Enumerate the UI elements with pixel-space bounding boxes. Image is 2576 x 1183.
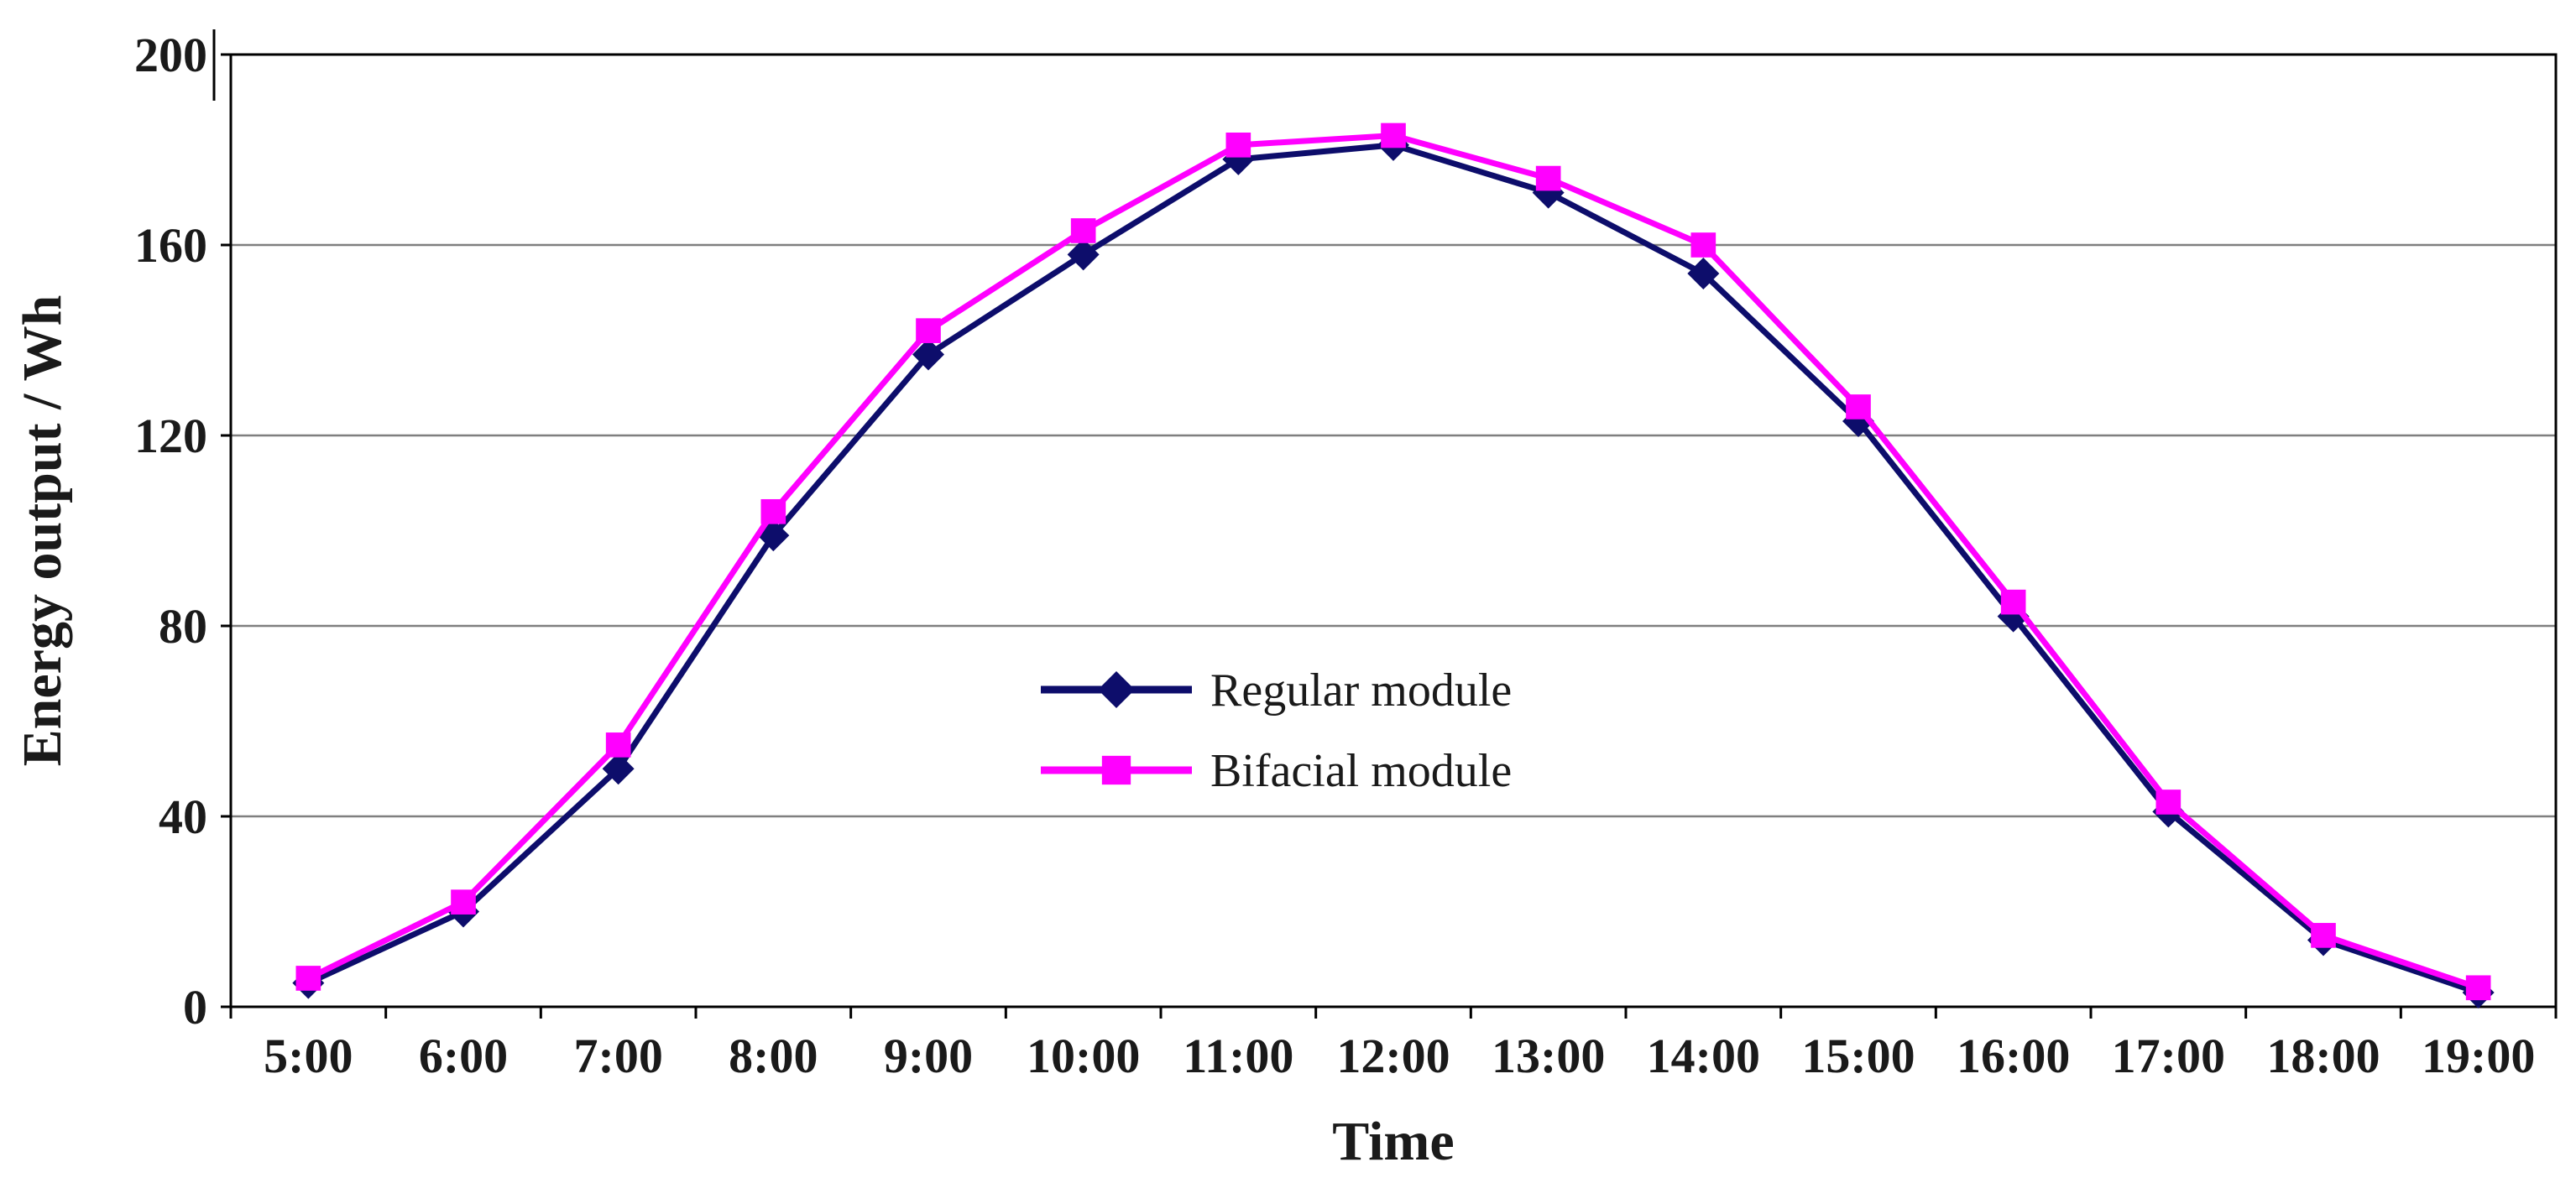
series-bifacial-module xyxy=(295,122,2491,1001)
y-tick-label: 80 xyxy=(159,599,207,654)
y-tick-label: 120 xyxy=(134,409,207,463)
series-line xyxy=(306,132,2479,991)
x-tick-label: 14:00 xyxy=(1647,1029,1760,1083)
gridlines xyxy=(231,243,2556,818)
data-point xyxy=(1846,394,1871,420)
x-tick-label: 16:00 xyxy=(1957,1029,2070,1083)
x-tick-label: 9:00 xyxy=(884,1029,973,1083)
y-tick-label: 0 xyxy=(183,980,207,1034)
x-tick-label: 8:00 xyxy=(729,1029,818,1083)
y-tick-label: 40 xyxy=(159,790,207,844)
data-point xyxy=(1690,232,1716,258)
y-tick-label: 200 xyxy=(134,28,207,82)
data-point xyxy=(916,318,941,343)
x-tick-label: 17:00 xyxy=(2112,1029,2225,1083)
x-tick-labels: 5:00 6:00 7:00 8:00 9:00 10:00 11:00 12:00 13:00… xyxy=(264,1029,2535,1083)
series-line xyxy=(306,142,2479,996)
x-tick-label: 7:00 xyxy=(574,1029,663,1083)
data-point xyxy=(2465,975,2491,1001)
data-point xyxy=(912,338,944,371)
x-axis-title: Time xyxy=(1332,1111,1454,1172)
data-point xyxy=(602,753,635,785)
data-point xyxy=(1381,122,1406,149)
x-tick-label: 13:00 xyxy=(1492,1029,1605,1083)
series-regular-module xyxy=(292,128,2495,1008)
data-point xyxy=(760,498,786,524)
square-icon xyxy=(1101,755,1131,785)
data-point xyxy=(1225,133,1251,158)
x-tick-label: 10:00 xyxy=(1027,1029,1140,1083)
legend-item: Regular module xyxy=(1041,664,1512,717)
x-tick-label: 15:00 xyxy=(1801,1029,1915,1083)
plot-area-frame xyxy=(229,53,2558,1008)
x-tick-label: 5:00 xyxy=(264,1029,353,1083)
axis-ticks xyxy=(221,53,2558,1019)
x-tick-label: 12:00 xyxy=(1336,1029,1450,1083)
x-tick-label: 6:00 xyxy=(419,1029,508,1083)
legend-label: Bifacial module xyxy=(1210,745,1512,797)
data-point xyxy=(2155,790,2182,815)
x-tick-label: 11:00 xyxy=(1183,1029,1293,1083)
legend: Regular module Bifacial module xyxy=(1041,664,1512,797)
diamond-icon xyxy=(1098,671,1135,708)
legend-label: Regular module xyxy=(1210,664,1512,717)
y-tick-labels: 0 40 80 120 160 200 xyxy=(134,28,207,1034)
data-point xyxy=(2311,923,2336,948)
data-point xyxy=(605,732,631,758)
x-tick-label: 19:00 xyxy=(2422,1029,2535,1083)
x-tick-label: 18:00 xyxy=(2266,1029,2380,1083)
y-axis-title: Energy output / Wh xyxy=(12,295,73,767)
data-point xyxy=(295,966,321,991)
data-point xyxy=(1067,238,1100,271)
series xyxy=(292,122,2495,1008)
y-tick-label: 160 xyxy=(134,218,207,273)
legend-item: Bifacial module xyxy=(1041,745,1512,797)
data-point xyxy=(1687,258,1720,290)
data-point xyxy=(1070,218,1096,243)
data-point xyxy=(2000,589,2026,615)
data-point xyxy=(1535,165,1561,191)
data-point xyxy=(451,889,476,915)
